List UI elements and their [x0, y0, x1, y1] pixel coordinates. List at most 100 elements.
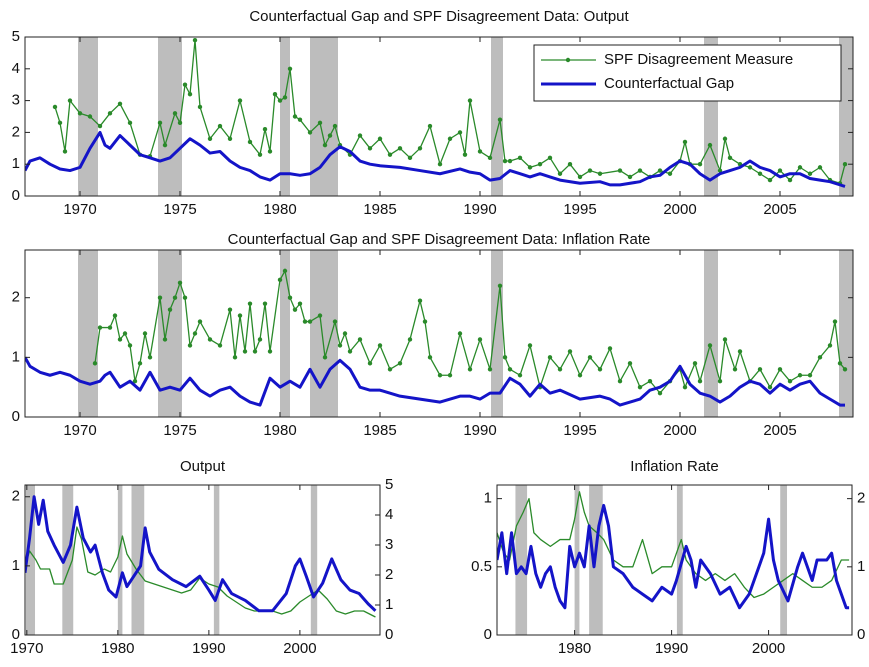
series-marker: [397, 361, 403, 366]
series-marker: [177, 280, 183, 286]
series-marker: [262, 301, 268, 306]
series-marker: [57, 120, 63, 126]
series-marker: [842, 367, 848, 372]
series-marker: [107, 111, 113, 116]
x-tick-label: 1990: [192, 640, 225, 657]
series-marker: [727, 155, 733, 161]
series-marker: [477, 149, 483, 154]
series-marker: [347, 349, 353, 354]
series-marker: [747, 165, 753, 170]
series-marker: [367, 146, 373, 151]
series-marker: [607, 346, 613, 351]
x-tick-label: 1995: [563, 201, 596, 218]
series-marker: [87, 114, 93, 119]
series-marker: [132, 379, 138, 384]
series-marker: [187, 343, 193, 348]
y-tick-label: 2: [12, 488, 20, 505]
x-tick-label: 1990: [463, 201, 496, 218]
series-marker: [807, 171, 813, 176]
y-tick-label: 1: [12, 348, 20, 365]
series-marker: [617, 379, 623, 384]
series-marker: [797, 373, 803, 378]
series-marker: [527, 343, 533, 348]
y-tick-label: 1: [12, 557, 20, 574]
series-marker: [447, 136, 453, 141]
x-tick-label: 1970: [63, 422, 96, 439]
x-tick-label: 1975: [163, 201, 196, 218]
series-marker: [462, 152, 468, 157]
y2-tick-label: 3: [385, 536, 393, 553]
series-marker: [547, 355, 553, 360]
legend-label: Counterfactual Gap: [604, 75, 734, 92]
x-tick-label: 1980: [101, 640, 134, 657]
series-marker: [327, 133, 333, 138]
series-marker: [387, 152, 393, 157]
series-marker: [767, 384, 773, 390]
series-marker: [62, 149, 68, 154]
series-marker: [247, 139, 253, 145]
series-marker: [657, 390, 663, 396]
series-marker: [322, 142, 328, 148]
series-marker: [157, 295, 163, 300]
y-tick-label: 2: [12, 289, 20, 306]
series-marker: [242, 349, 248, 354]
series-line: [94, 270, 846, 394]
series-marker: [837, 361, 843, 366]
series-marker: [207, 337, 213, 342]
series-marker: [627, 361, 633, 366]
series-marker: [117, 337, 123, 342]
x-tick-label: 2005: [763, 201, 796, 218]
series-marker: [142, 331, 148, 336]
series-marker: [587, 168, 593, 173]
series-marker: [637, 384, 643, 390]
series-marker: [737, 349, 743, 354]
shaded-period: [515, 485, 528, 635]
series-marker: [237, 98, 243, 103]
series-marker: [292, 114, 298, 119]
series-marker: [257, 152, 263, 157]
series-marker: [332, 123, 338, 129]
series-marker: [307, 130, 313, 135]
series-marker: [127, 120, 133, 126]
series-marker: [597, 171, 603, 176]
series-marker: [567, 349, 573, 354]
chart-title: Output: [180, 458, 226, 475]
series-marker: [707, 142, 713, 148]
axes-frame: [24, 36, 854, 197]
series-marker: [697, 379, 703, 384]
shaded-period: [676, 485, 683, 635]
series-marker: [342, 331, 348, 336]
plot-area: [25, 250, 853, 417]
shaded-period: [131, 485, 145, 635]
series-marker: [587, 355, 593, 360]
series-marker: [647, 379, 653, 384]
series-marker: [287, 66, 293, 72]
series-marker: [97, 325, 103, 330]
series-marker: [127, 343, 133, 348]
series-marker: [707, 343, 713, 348]
shaded-period: [62, 485, 74, 635]
shaded-period: [280, 37, 290, 196]
y-tick-label: 0.5: [471, 558, 492, 575]
shaded-period: [310, 485, 318, 635]
series-marker: [52, 104, 58, 110]
x-tick-label: 1995: [563, 422, 596, 439]
shaded-period: [780, 485, 788, 635]
axes-frame: [24, 249, 854, 418]
series-marker: [287, 295, 293, 300]
series-marker: [577, 174, 583, 180]
series-marker: [717, 379, 723, 384]
x-tick-label: 2000: [663, 201, 696, 218]
x-tick-label: 1980: [263, 201, 296, 218]
y-tick-label: 0: [484, 626, 492, 643]
panel: Inflation Rate 1980 1990 2000 0 0.5 1 0 1 2: [471, 458, 865, 657]
series-marker: [367, 361, 373, 366]
shaded-period: [839, 250, 853, 417]
y-tick-label: 5: [12, 28, 20, 45]
series-marker: [497, 117, 503, 122]
shaded-period: [491, 37, 503, 196]
series-marker: [182, 295, 188, 300]
series-marker: [517, 155, 523, 161]
x-tick-label: 1990: [463, 422, 496, 439]
series-marker: [117, 101, 123, 106]
